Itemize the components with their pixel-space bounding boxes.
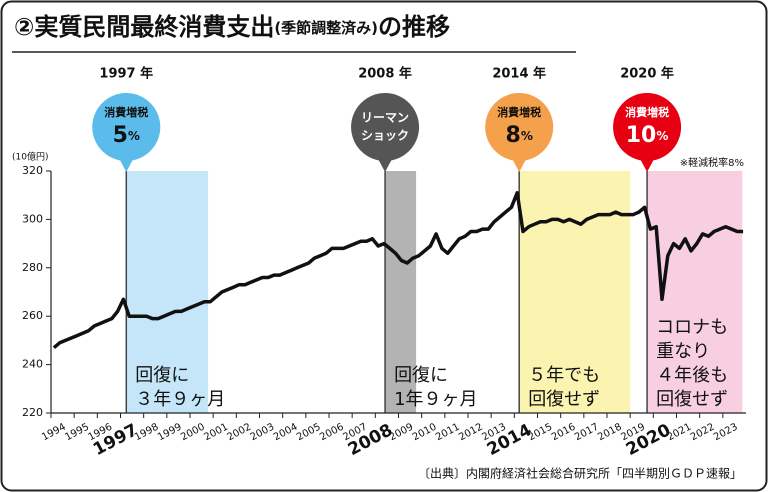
region-label: コロナも: [656, 317, 728, 338]
bubble-text: ショック: [361, 129, 409, 143]
region: [126, 171, 209, 413]
bubble: [613, 93, 682, 161]
region-label: 回復せず: [656, 389, 728, 410]
y-tick-label: 240: [22, 358, 43, 371]
note: ※軽減税率8%: [680, 156, 744, 169]
rate-unit: %: [656, 129, 668, 143]
y-tick-label: 220: [22, 406, 43, 419]
event-year: 1997 年: [99, 66, 153, 82]
title-main: ②実質民間最終消費支出: [14, 13, 274, 41]
bubble: [351, 93, 420, 161]
event-year: 2020 年: [620, 66, 674, 82]
y-tick-label: 260: [22, 309, 43, 322]
rate: 8: [506, 123, 521, 148]
event-year: 2008 年: [358, 66, 412, 82]
region-label: 1年９ヶ月: [394, 389, 477, 410]
rate-unit: %: [521, 129, 533, 143]
bubble-text: 消費増税: [625, 105, 669, 119]
bubble: [92, 93, 161, 161]
bubble-rate: 5%: [113, 123, 140, 148]
rate: 5: [113, 123, 128, 148]
bubble-text: リーマン: [361, 111, 409, 125]
chart-title: ②実質民間最終消費支出(季節調整済み)の推移: [14, 13, 450, 41]
region-label: ３年９ヶ月: [135, 389, 225, 410]
region-label: 回復せず: [528, 389, 600, 410]
region-label: ５年でも: [528, 365, 600, 386]
bubble: [485, 93, 554, 161]
y-tick-label: 320: [22, 164, 43, 177]
bubble-text: 消費増税: [104, 105, 148, 119]
region: [385, 171, 417, 413]
region: [519, 171, 631, 413]
title-paren: (季節調整済み): [274, 19, 378, 37]
region-label: 回復に: [135, 365, 189, 386]
y-unit: (10億円): [12, 151, 48, 163]
source: 〔出典〕内閣府経済社会総合研究所「四半期別ＧＤＰ速報」: [418, 466, 742, 481]
line: [52, 191, 744, 350]
region-label: ４年後も: [656, 365, 728, 386]
bubble-rate: 10%: [626, 123, 669, 148]
y-tick-label: 300: [22, 212, 43, 225]
y-tick-label: 280: [22, 261, 43, 274]
title-end: の推移: [378, 13, 450, 41]
bubble-rate: 8%: [506, 123, 533, 148]
region-label: 重なり: [656, 341, 710, 362]
rate: 10: [626, 123, 657, 148]
region-label: 回復に: [394, 365, 448, 386]
event-year: 2014 年: [492, 66, 546, 82]
rate-unit: %: [128, 129, 140, 143]
bubble-text: 消費増税: [497, 105, 541, 119]
